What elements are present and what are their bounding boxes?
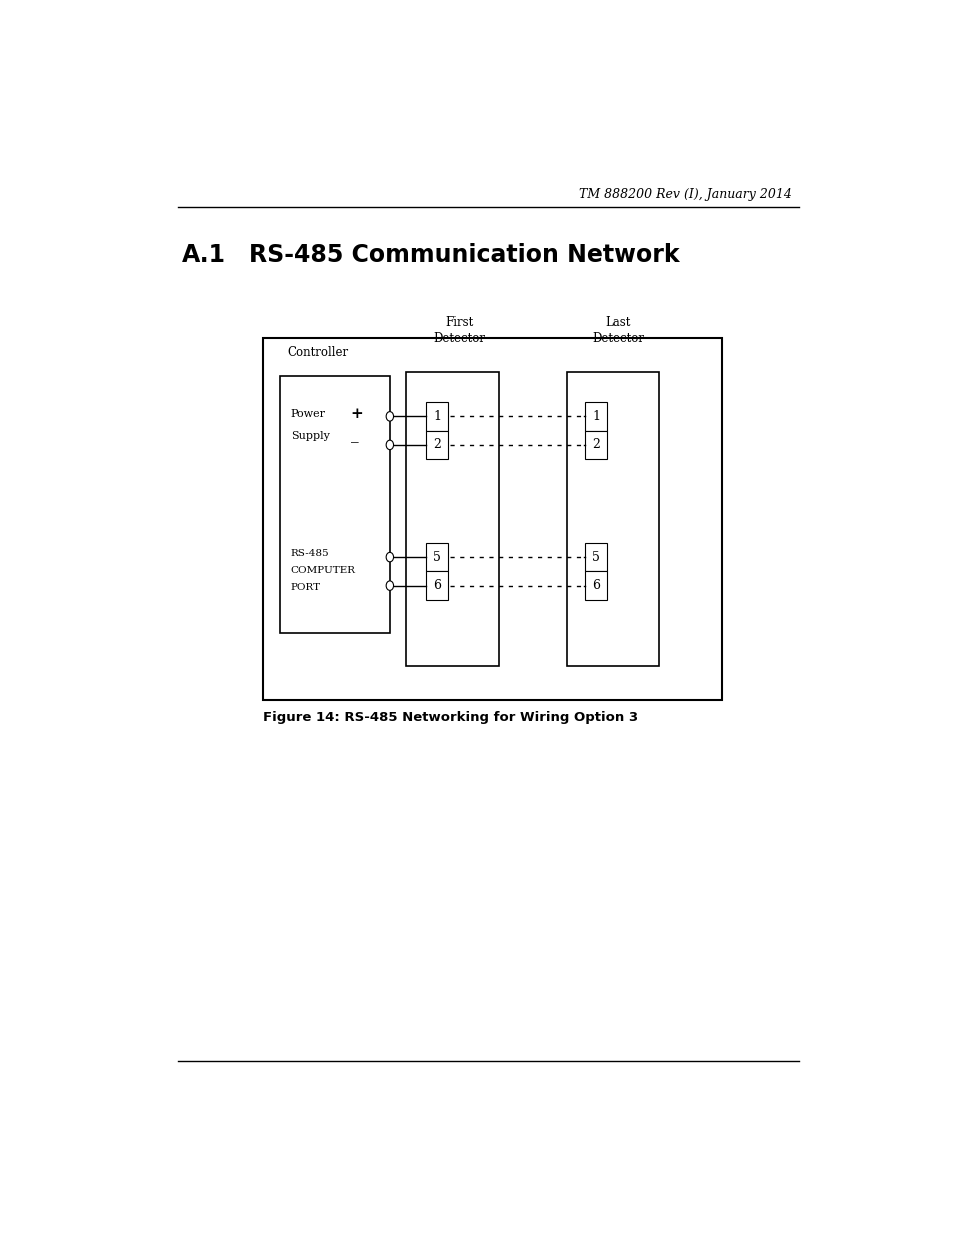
Bar [584,572,607,600]
Text: COMPUTER: COMPUTER [291,566,355,576]
Bar [426,572,448,600]
Text: _: _ [351,430,358,443]
Bar [406,372,498,667]
Bar [584,403,607,431]
Text: RS-485: RS-485 [291,548,329,558]
Bar [426,543,448,572]
Text: 5: 5 [592,551,599,563]
Bar [584,431,607,459]
Text: TM 888200 Rev (I), January 2014: TM 888200 Rev (I), January 2014 [578,188,791,200]
Text: 1: 1 [433,410,440,422]
Bar [566,372,659,667]
Bar [426,431,448,459]
Text: +: + [351,408,363,421]
Text: Figure 14: RS-485 Networking for Wiring Option 3: Figure 14: RS-485 Networking for Wiring … [263,711,638,724]
Text: 6: 6 [592,579,599,592]
Text: 2: 2 [592,438,599,452]
Bar [263,338,721,700]
Bar [426,403,448,431]
Text: RS-485 Communication Network: RS-485 Communication Network [249,243,679,267]
Text: Detector: Detector [592,332,643,345]
Bar [280,377,390,634]
Text: Controller: Controller [288,346,349,359]
Circle shape [386,580,394,590]
Text: First: First [445,316,473,329]
Text: Power: Power [291,410,325,420]
Text: Detector: Detector [433,332,485,345]
Text: PORT: PORT [291,583,320,592]
Text: 6: 6 [433,579,440,592]
Text: 2: 2 [433,438,440,452]
Circle shape [386,411,394,421]
Text: Last: Last [605,316,630,329]
Text: 5: 5 [433,551,440,563]
Text: A.1: A.1 [182,243,226,267]
Text: 1: 1 [592,410,599,422]
Text: Supply: Supply [291,431,330,441]
Circle shape [386,552,394,562]
Circle shape [386,440,394,450]
Bar [584,543,607,572]
